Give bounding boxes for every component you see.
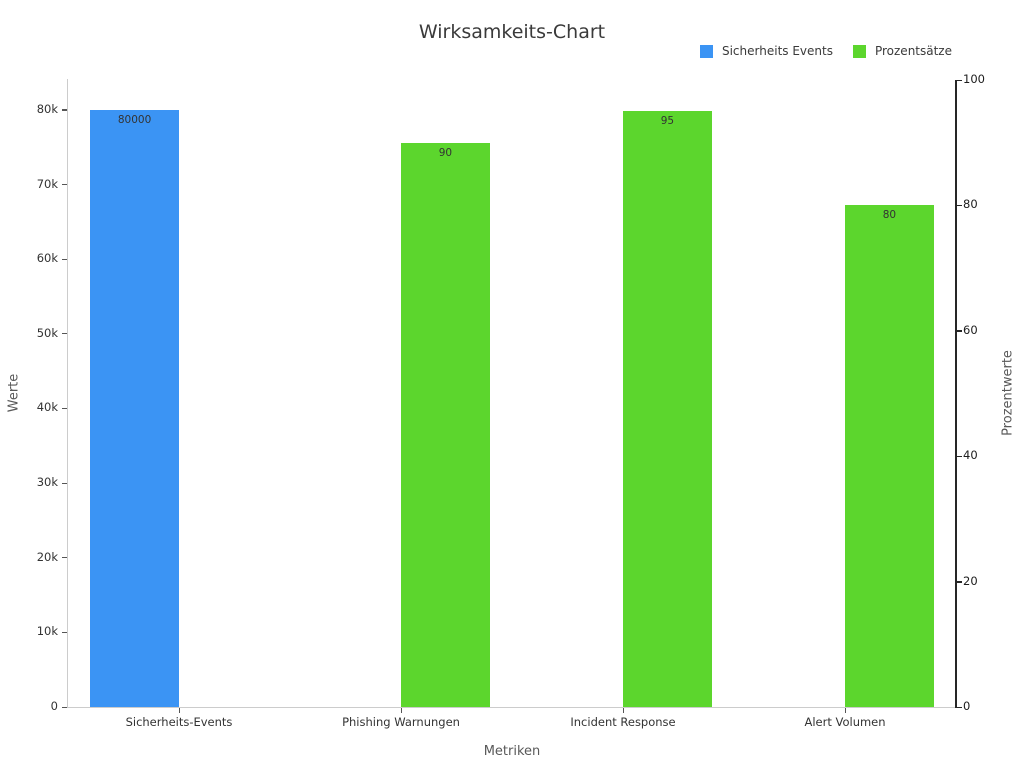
x-tick-mark (401, 708, 403, 713)
y-right-tick-label: 20 (963, 573, 978, 588)
y-left-tick-label: 0 (50, 699, 58, 713)
y-right-tick-label: 0 (963, 699, 971, 713)
bar (845, 205, 934, 707)
y-right-tick-mark (956, 79, 962, 81)
y-right-axis-title: Prozentwerte (1000, 350, 1016, 436)
x-axis-line (67, 707, 957, 708)
legend-item: Sicherheits Events (699, 44, 833, 58)
y-right-tick-label: 60 (963, 322, 978, 337)
y-left-tick-mark (62, 482, 67, 484)
y-right-tick-label: 40 (963, 448, 978, 463)
legend-label: Prozentsätze (874, 44, 952, 58)
legend-item: Prozentsätze (852, 44, 952, 58)
y-left-tick-label: 40k (36, 400, 58, 415)
y-right-tick-mark (956, 706, 962, 708)
legend-swatch-icon (699, 44, 713, 58)
chart-title: Wirksamkeits-Chart (418, 21, 606, 43)
bar (90, 109, 179, 707)
y-left-tick-label: 50k (36, 325, 58, 340)
y-right-tick-mark (956, 581, 962, 583)
legend: Sicherheits Events Prozentsätze (699, 44, 952, 58)
y-left-tick-label: 70k (36, 176, 58, 191)
x-tick-label: Incident Response (570, 715, 676, 729)
x-tick-mark (179, 708, 181, 713)
plot-area (68, 80, 956, 707)
y-left-tick-mark (62, 258, 67, 260)
bar-value-label: 80 (882, 209, 897, 222)
y-left-tick-mark (62, 333, 67, 335)
y-left-tick-label: 10k (36, 624, 58, 639)
y-left-tick-mark (62, 109, 67, 111)
y-right-tick-mark (956, 330, 962, 332)
x-tick-label: Alert Volumen (804, 715, 886, 729)
legend-swatch-icon (852, 44, 866, 58)
y-left-tick-mark (62, 631, 67, 634)
y-right-tick-mark (956, 204, 962, 207)
x-tick-mark (623, 708, 625, 713)
bar-value-label: 90 (438, 146, 453, 159)
bar-value-label: 80000 (117, 113, 152, 126)
y-right-tick-label: 80 (963, 197, 978, 212)
x-tick-mark (845, 708, 847, 713)
x-axis-title: Metriken (483, 744, 541, 759)
y-left-tick-mark (62, 706, 67, 708)
y-left-axis-line (67, 79, 68, 708)
y-right-axis-line (955, 80, 957, 708)
x-tick-label: Sicherheits-Events (125, 715, 233, 729)
y-left-tick-label: 20k (36, 549, 58, 564)
bar (623, 111, 712, 707)
y-left-tick-mark (62, 557, 67, 559)
y-left-tick-label: 30k (36, 475, 58, 490)
bar-value-label: 95 (660, 115, 675, 128)
y-left-tick-mark (62, 184, 67, 186)
y-left-tick-mark (62, 407, 67, 410)
y-right-tick-mark (956, 455, 962, 458)
bar (401, 142, 490, 707)
x-tick-label: Phishing Warnungen (342, 715, 460, 729)
y-left-tick-label: 80k (36, 101, 58, 116)
legend-label: Sicherheits Events (721, 44, 833, 58)
y-left-tick-label: 60k (36, 251, 58, 266)
y-right-tick-label: 100 (963, 72, 985, 86)
